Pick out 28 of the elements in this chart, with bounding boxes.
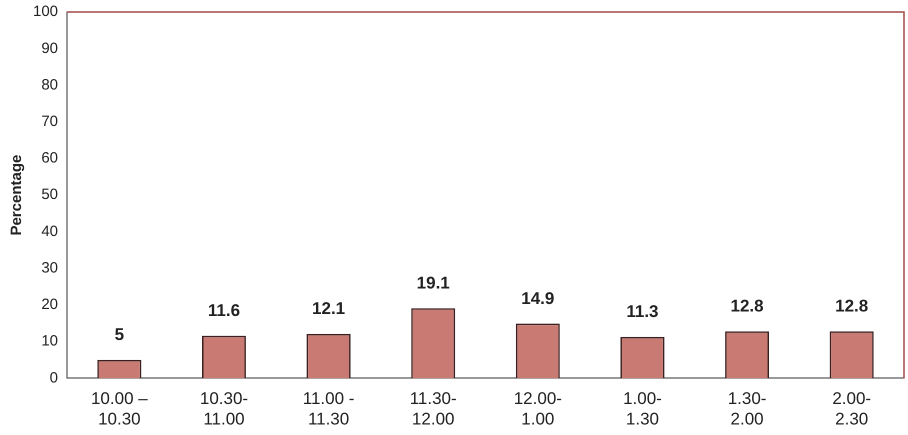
y-tick-label: 40 [41, 222, 58, 240]
data-label: 11.3 [626, 302, 659, 322]
y-tick-label: 0 [50, 369, 58, 386]
y-axis-title: Percentage [8, 154, 26, 236]
data-label: 12.8 [835, 296, 868, 316]
x-tick-label: 1.30- 2.00 [728, 389, 766, 428]
data-label: 11.6 [208, 300, 240, 320]
y-tick-label: 100 [32, 3, 58, 20]
x-tick-label: 2.00- 2.30 [832, 389, 872, 428]
y-tick-label: 80 [41, 76, 58, 94]
x-tick-label: 11.00 - 11.30 [302, 389, 354, 428]
y-tick-label: 20 [41, 296, 58, 314]
y-tick-label: 70 [41, 113, 58, 130]
data-label: 19.1 [416, 273, 450, 292]
x-tick-label: 12.00- 1.00 [514, 389, 562, 428]
y-tick-label: 10 [41, 332, 58, 350]
y-tick-label: 50 [41, 186, 58, 204]
x-tick-label: 10.00 – 10.30 [90, 389, 148, 428]
data-label: 12.1 [312, 299, 346, 318]
data-label: 12.8 [730, 296, 764, 316]
data-label: 5 [114, 325, 124, 344]
x-tick-label: 10.30- 11.00 [200, 389, 248, 428]
data-label: 14.9 [521, 288, 554, 308]
x-tick-label: 11.30- 12.00 [410, 389, 457, 428]
y-tick-label: 30 [41, 259, 58, 276]
y-tick-label: 60 [41, 150, 58, 167]
x-tick-label: 1.00- 1.30 [623, 389, 662, 428]
y-tick-label: 90 [41, 40, 58, 57]
